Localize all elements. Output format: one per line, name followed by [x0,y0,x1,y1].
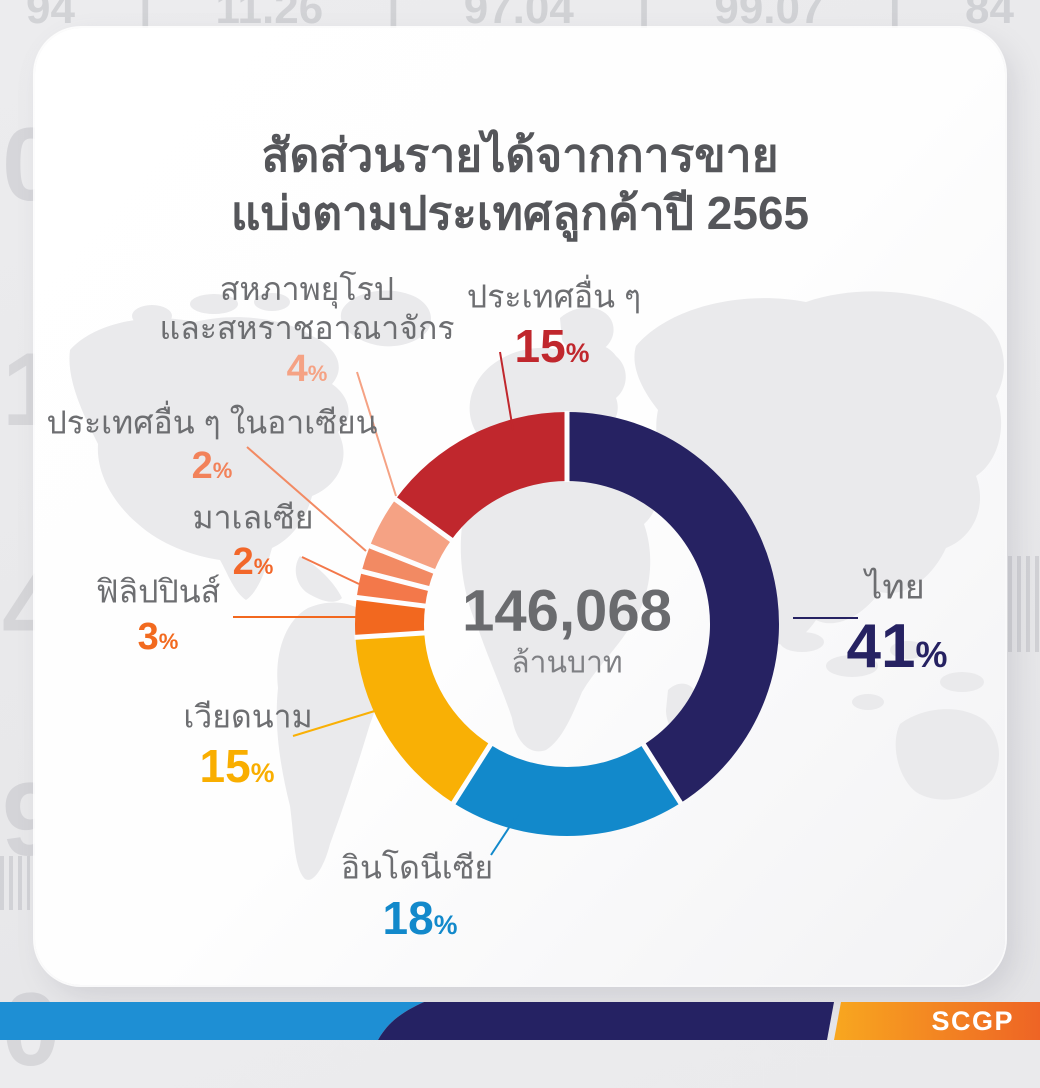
ticker-number: 84 [964,0,1014,33]
ticker-separator: | [139,0,152,33]
page-title: สัดส่วนรายได้จากการขาย แบ่งตามประเทศลูกค… [0,126,1040,242]
stripe-navy [378,1002,834,1040]
label-indonesia-percent: 18% [382,892,458,944]
ticker-separator: | [637,0,651,33]
footer-stripe [0,1002,1040,1040]
ticker-number: 99.07 [714,0,825,33]
decor-ticker-numbers: 94 | 11.26 | 97.04 | 99.07 | 84 [0,0,1040,34]
label-vietnam-name: เวียดนาม [183,698,313,735]
stripe-blue [0,1002,424,1040]
ticker-number: 94 [26,0,75,33]
label-eu-uk-percent: 4% [286,348,328,390]
scgp-logo: SCGP [931,1006,1014,1036]
label-philippines-name: ฟิลิปปินส์ [95,573,221,610]
label-malaysia-percent: 2% [232,541,274,583]
label-other-countries-percent: 15% [514,320,590,372]
ticker-separator: | [387,0,400,33]
label-thailand-percent: 41% [846,612,948,681]
label-other-countries-name: ประเทศอื่น ๆ [466,278,642,315]
donut-center-value: 146,068 [462,578,672,644]
label-philippines-percent: 3% [137,616,179,658]
decor-barcode-left [0,856,30,910]
ticker-number: 11.26 [215,0,324,33]
label-other-asean-percent: 2% [191,445,233,487]
label-other-asean-name: ประเทศอื่น ๆ ในอาเซียน [46,404,378,441]
ticker-number: 97.04 [463,0,574,33]
stripe-gold [834,1002,1040,1040]
label-vietnam-percent: 15% [199,740,275,792]
label-malaysia-name: มาเลเซีย [192,499,314,536]
label-eu-uk-name: สหภาพยุโรป และสหราชอาณาจักร [159,270,455,346]
title-line-1: สัดส่วนรายได้จากการขาย [261,129,779,181]
title-line-2: แบ่งตามประเทศลูกค้าปี 2565 [230,187,810,239]
decor-barcode-right [1008,556,1040,652]
label-thailand-name: ไทย [865,568,925,607]
donut-center-unit: ล้านบาท [511,646,623,680]
label-indonesia-name: อินโดนีเซีย [340,849,494,886]
ticker-separator: | [888,0,901,33]
